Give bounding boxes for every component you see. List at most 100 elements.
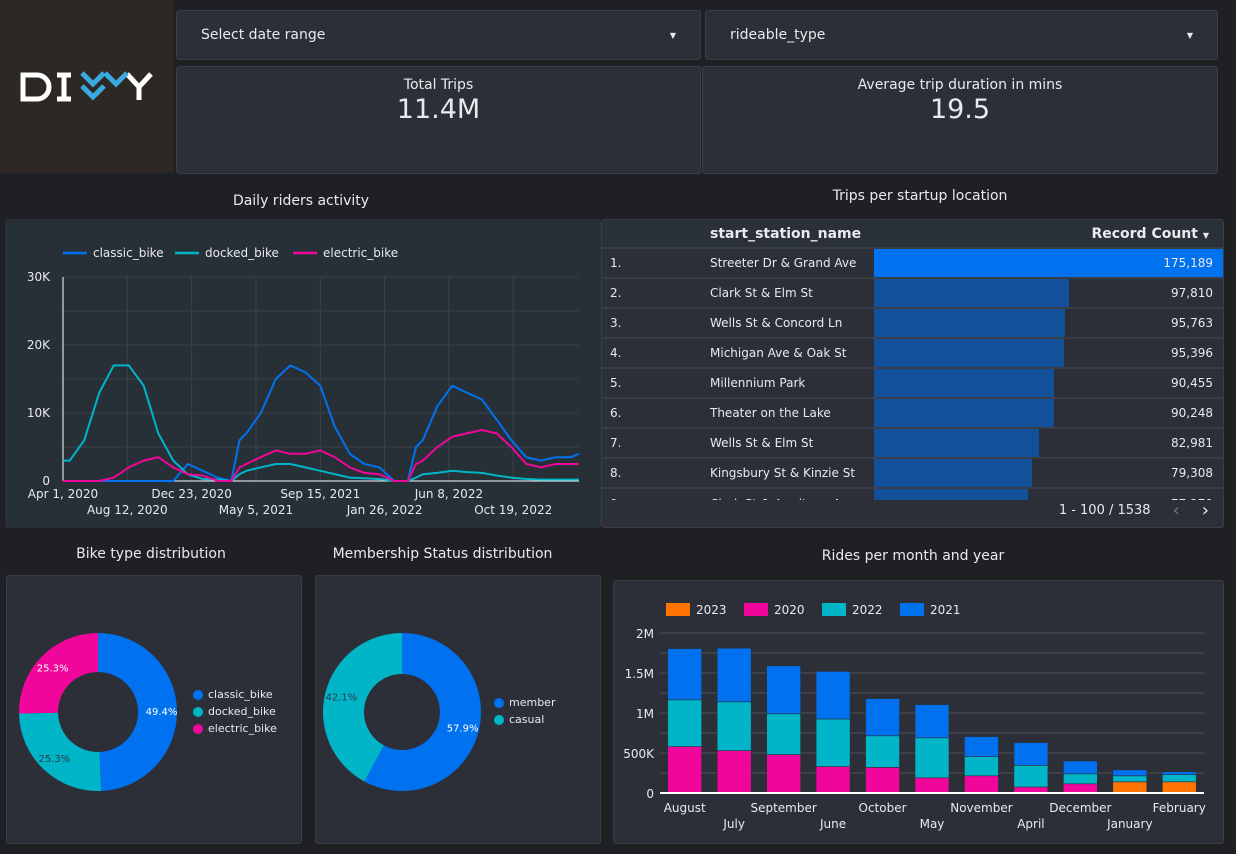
x-tick-label: Sep 15, 2021 xyxy=(280,487,360,501)
bar-segment-2022 xyxy=(716,701,752,751)
column-header-label: Record Count xyxy=(1091,225,1198,242)
legend-item[interactable]: docked_bike xyxy=(193,705,277,718)
series-line-docked_bike xyxy=(63,364,579,483)
bike-type-donut: 49.4% 25.3% 25.3% xyxy=(19,633,178,791)
legend-label: classic_bike xyxy=(93,246,164,260)
donut-slice-electric_bike xyxy=(19,633,98,714)
bar-segment-2021 xyxy=(1161,771,1197,775)
bar-segment-2023 xyxy=(1161,781,1197,794)
caret-down-icon: ▼ xyxy=(1202,230,1209,240)
row-count-bar xyxy=(874,339,1065,367)
bar-segment-2020 xyxy=(815,766,851,794)
y-tick-label: 1.5M xyxy=(625,667,654,681)
x-tick-label: Apr 1, 2020 xyxy=(28,487,98,501)
bar-segment-2022 xyxy=(1013,765,1049,788)
y-tick-label: 0 xyxy=(42,474,50,488)
table-row[interactable]: 7. Wells St & Elm St 82,981 xyxy=(602,427,1223,458)
row-station-name: Kingsbury St & Kinzie St xyxy=(710,457,874,488)
row-count-cell: 82,981 xyxy=(874,427,1223,458)
legend-dot xyxy=(494,714,504,725)
slice-label: 25.3% xyxy=(37,664,69,675)
legend-label: docked_bike xyxy=(205,246,279,260)
y-tick-label: 0 xyxy=(646,787,654,801)
bar-segment-2021 xyxy=(766,665,801,715)
table-row[interactable]: 3. Wells St & Concord Ln 95,763 xyxy=(602,307,1223,338)
row-station-name: Wells St & Elm St xyxy=(710,427,874,458)
chevron-right-icon[interactable]: › xyxy=(1201,500,1209,521)
table-row[interactable]: 6. Theater on the Lake 90,248 xyxy=(602,397,1223,428)
legend-label: classic_bike xyxy=(208,688,273,701)
legend-item[interactable]: member xyxy=(494,696,555,709)
table-row[interactable]: 9. Clark St & Armitage Ave 77,279 xyxy=(602,487,1223,501)
series-line-classic_bike xyxy=(63,364,580,483)
legend-label: electric_bike xyxy=(208,722,277,735)
row-count-bar xyxy=(874,279,1069,307)
x-tick-label: September xyxy=(750,801,816,815)
row-station-name: Clark St & Elm St xyxy=(710,277,874,308)
table-row[interactable]: 8. Kingsbury St & Kinzie St 79,308 xyxy=(602,457,1223,488)
legend-item[interactable]: electric_bike xyxy=(193,722,277,735)
slice-label: 25.3% xyxy=(38,754,70,765)
bar-segment-2022 xyxy=(766,713,801,755)
bar-segment-2022 xyxy=(1112,775,1148,783)
bar-segment-2021 xyxy=(1063,760,1098,775)
rides-month-title: Rides per month and year xyxy=(821,548,1005,564)
table-row[interactable]: 2. Clark St & Elm St 97,810 xyxy=(602,277,1223,308)
table-title: Trips per startup location xyxy=(832,188,1008,204)
row-count-cell: 90,248 xyxy=(874,397,1223,428)
legend-dot xyxy=(193,689,203,700)
row-count: 95,763 xyxy=(1171,316,1213,330)
donut-slice-classic_bike xyxy=(98,633,178,791)
row-rank: 6. xyxy=(602,397,710,428)
pagination-label: 1 - 100 / 1538 xyxy=(1058,503,1151,518)
row-rank: 2. xyxy=(602,277,710,308)
row-count: 77,279 xyxy=(1171,497,1223,501)
table-row[interactable]: 5. Millennium Park 90,455 xyxy=(602,367,1223,398)
divvy-logo xyxy=(0,0,174,173)
slice-label: 42.1% xyxy=(326,693,358,704)
chevron-left-icon[interactable]: ‹ xyxy=(1172,500,1180,521)
row-rank: 3. xyxy=(602,307,710,338)
legend-label: casual xyxy=(509,713,545,726)
legend-dot xyxy=(193,706,203,717)
legend-label: 2022 xyxy=(852,603,883,617)
row-count-bar xyxy=(874,309,1065,337)
x-tick-label: May xyxy=(920,817,945,831)
bike-type-legend: classic_bike docked_bike electric_bike xyxy=(193,688,277,735)
kpi-label: Total Trips xyxy=(403,77,474,93)
column-header-record-count[interactable]: Record Count ▼ xyxy=(874,220,1223,248)
kpi-average-duration: Average trip duration in mins 19.5 xyxy=(702,66,1218,174)
bar-segment-2021 xyxy=(914,704,950,739)
donut-slice-member xyxy=(364,633,481,791)
x-tick-label: June xyxy=(819,817,846,831)
bar-segment-2023 xyxy=(1112,781,1148,794)
bar-segment-2020 xyxy=(1063,783,1098,794)
row-rank: 8. xyxy=(602,457,710,488)
rideable-type-dropdown[interactable]: rideable_type ▼ xyxy=(705,10,1218,60)
column-header-station[interactable]: start_station_name xyxy=(710,220,874,248)
row-count: 82,981 xyxy=(1171,436,1213,450)
table-row[interactable]: 4. Michigan Ave & Oak St 95,396 xyxy=(602,337,1223,368)
row-count-cell: 90,455 xyxy=(874,367,1223,398)
row-count: 79,308 xyxy=(1171,466,1213,480)
x-tick-label: October xyxy=(859,801,907,815)
legend-item[interactable]: casual xyxy=(494,713,555,726)
legend-dot xyxy=(494,697,504,708)
row-station-name: Michigan Ave & Oak St xyxy=(710,337,874,368)
row-rank: 4. xyxy=(602,337,710,368)
kpi-value: 11.4M xyxy=(396,94,481,125)
bar-segment-2020 xyxy=(964,775,999,794)
row-count-cell: 77,279 xyxy=(874,487,1223,501)
table-row[interactable]: 1. Streeter Dr & Grand Ave 175,189 xyxy=(602,247,1223,278)
bar-segment-2021 xyxy=(964,736,999,757)
row-station-name: Wells St & Concord Ln xyxy=(710,307,874,338)
x-tick-label: January xyxy=(1106,817,1153,831)
row-count-bar xyxy=(874,429,1040,457)
legend-label: docked_bike xyxy=(208,705,276,718)
date-range-dropdown[interactable]: Select date range ▼ xyxy=(176,10,701,60)
row-count-bar xyxy=(874,459,1032,487)
daily-riders-chart: Apr 1, 2020 Aug 12, 2020 Dec 23, 2020 May 5… xyxy=(5,219,601,528)
row-count-cell: 97,810 xyxy=(874,277,1223,308)
pagination: 1 - 100 / 1538 ‹ › xyxy=(1059,500,1209,521)
legend-item[interactable]: classic_bike xyxy=(193,688,277,701)
